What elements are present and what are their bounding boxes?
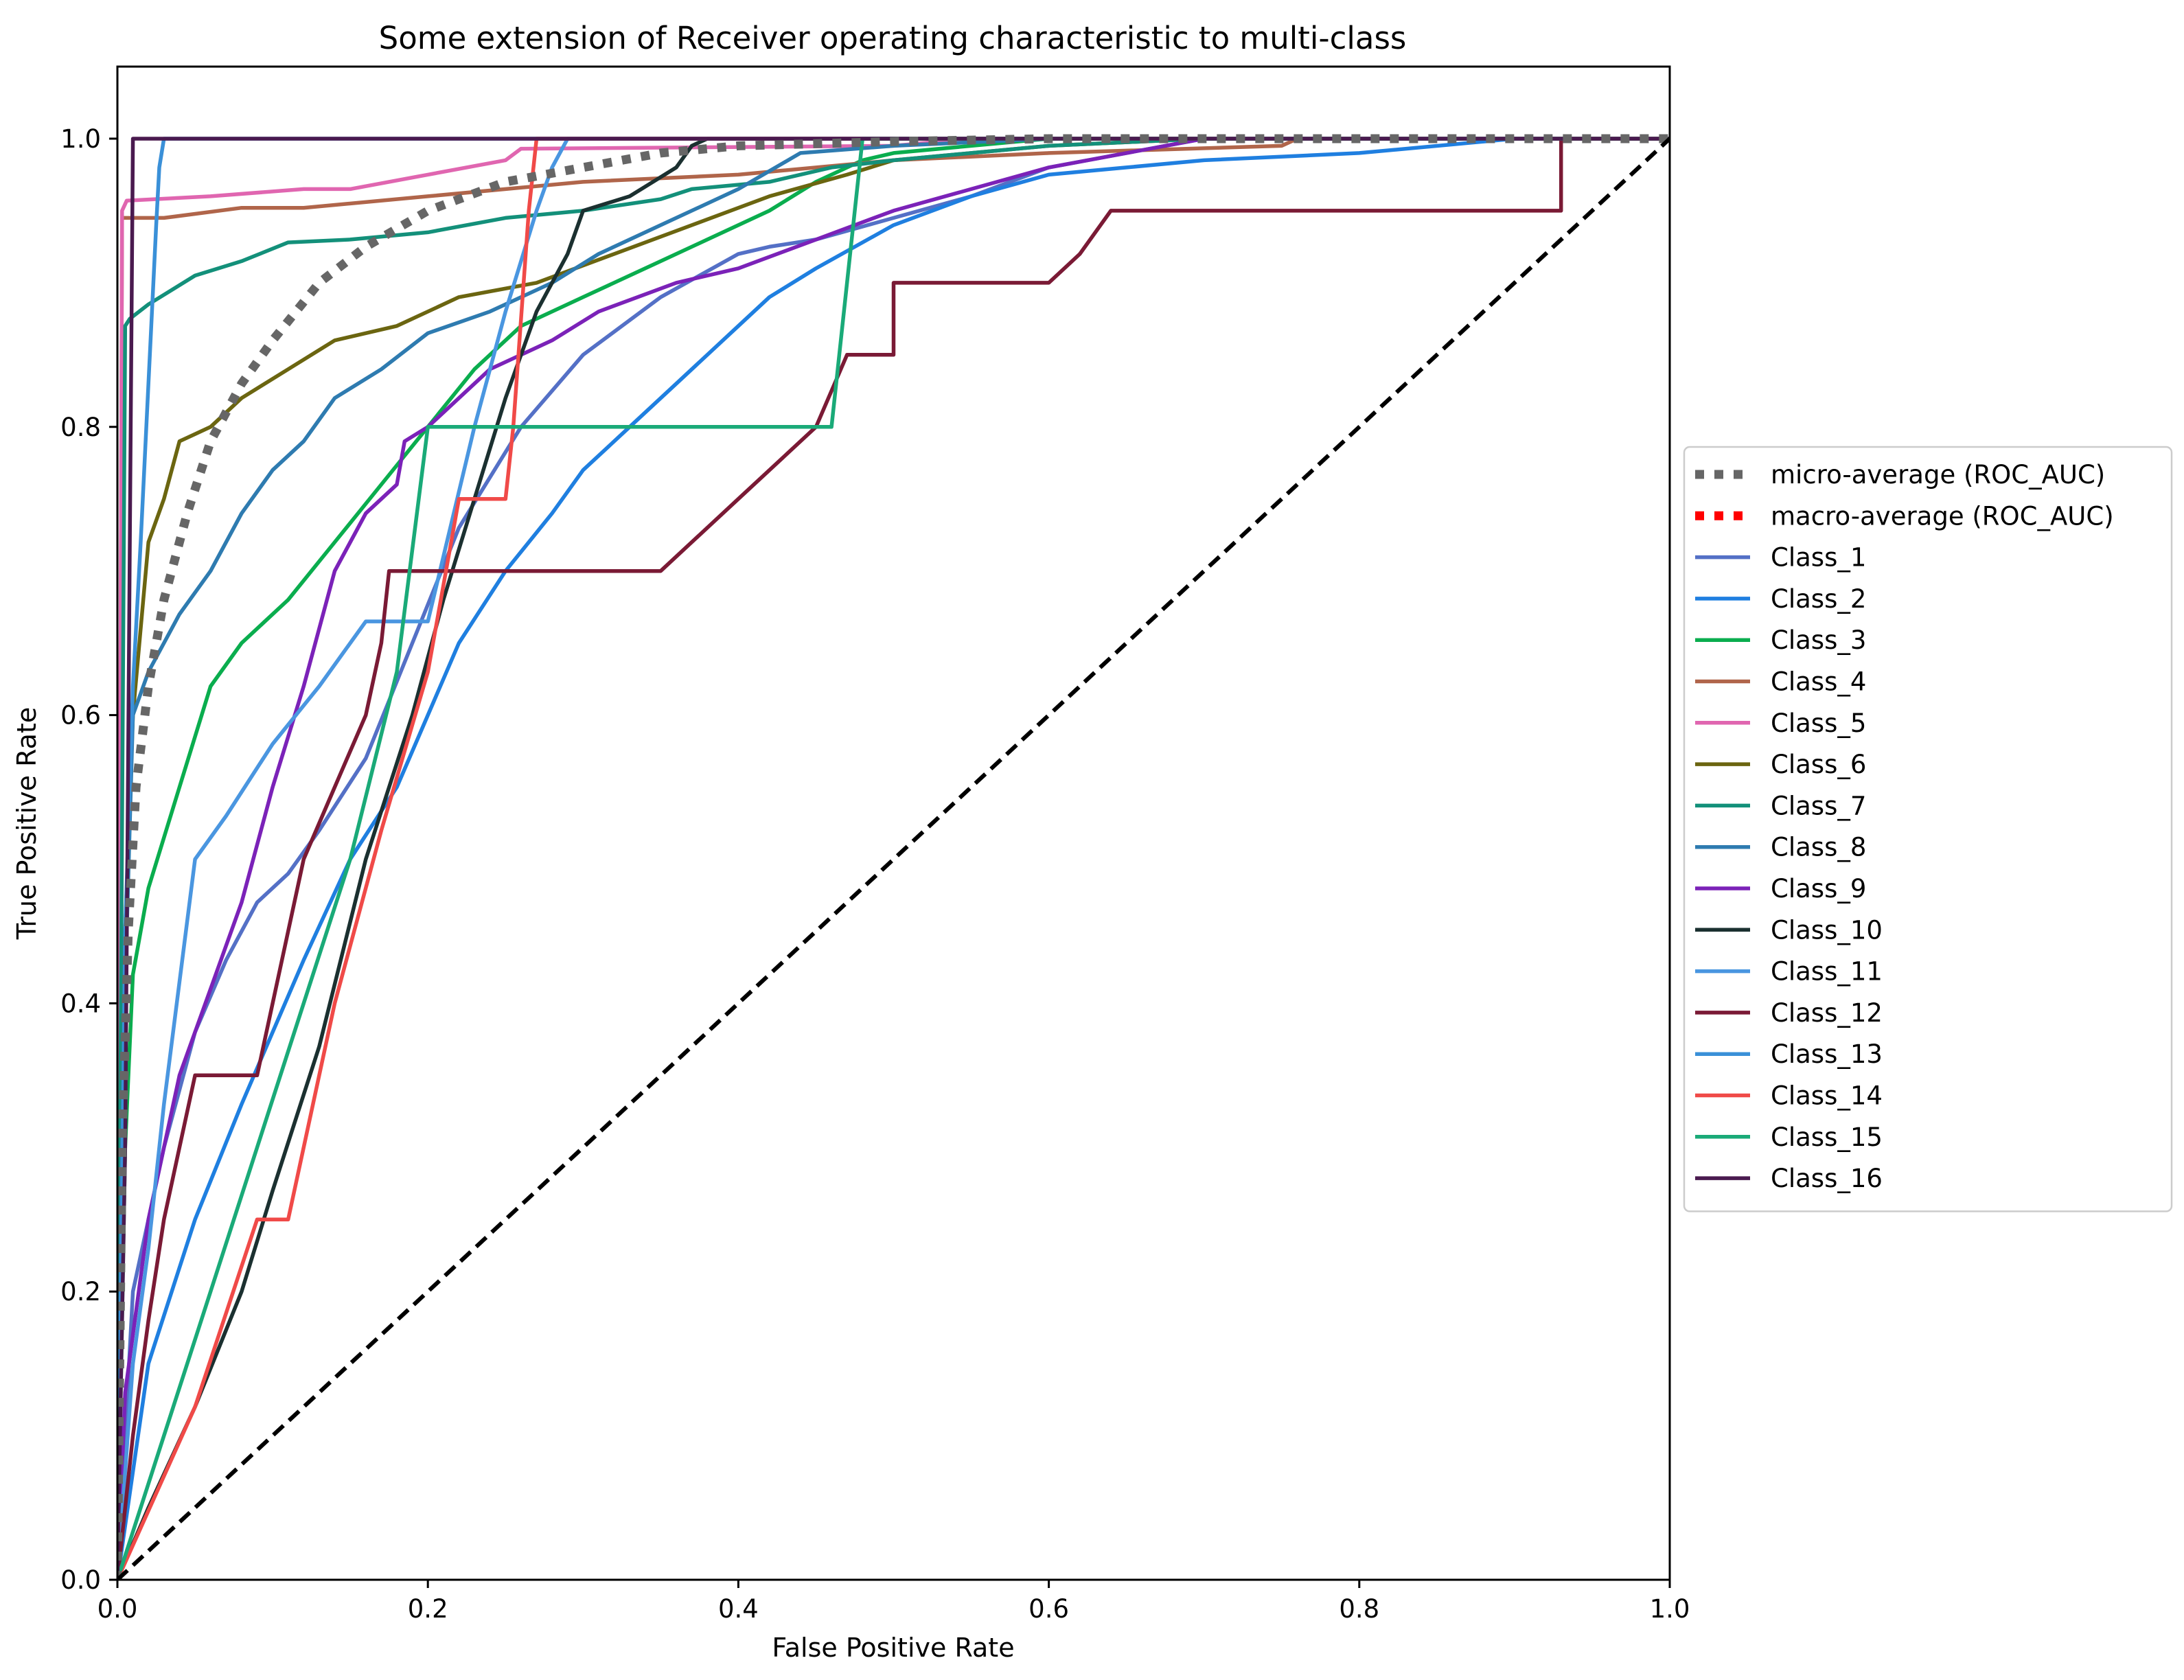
legend-label-class-1: Class_1 [1771,543,1866,573]
legend-frame [1683,446,2173,1212]
legend-label-class-16: Class_16 [1771,1164,1883,1193]
y-tick-label: 0.6 [60,701,101,730]
x-tick-label: 1.0 [1650,1594,1690,1624]
legend-label-class-11: Class_11 [1771,957,1883,987]
x-axis-label: False Positive Rate [772,1633,1014,1663]
y-tick-label: 0.8 [60,413,101,442]
legend-label-micro-average-roc-auc: micro-average (ROC_AUC) [1771,460,2105,490]
legend-label-class-5: Class_5 [1771,709,1866,738]
y-tick-label: 1.0 [60,124,101,154]
series-line-class-11 [117,137,1670,1580]
legend-label-class-7: Class_7 [1771,791,1866,820]
x-tick-label: 0.4 [718,1594,759,1624]
legend-label-macro-average-roc-auc: macro-average (ROC_AUC) [1771,501,2114,531]
legend-label-class-4: Class_4 [1771,667,1866,697]
legend-label-class-10: Class_10 [1771,915,1883,945]
series-line-chance [117,137,1670,1580]
chart-title: Some extension of Receiver operating cha… [379,20,1407,56]
plot-frame [116,65,1671,1581]
series-line-class-8 [117,137,1670,1580]
series-line-class-15 [117,137,1670,1580]
series-layer [117,134,1670,1580]
series-line-micro-average-roc-auc [117,134,1670,1580]
x-tick-label: 0.2 [408,1594,448,1624]
legend-label-class-3: Class_3 [1771,625,1866,655]
legend-label-class-6: Class_6 [1771,750,1866,779]
x-tick-label: 0.8 [1339,1594,1379,1624]
y-tick-label: 0.0 [60,1565,101,1595]
series-line-class-2 [117,137,1670,1580]
legend-label-class-12: Class_12 [1771,998,1883,1028]
y-tick-label: 0.2 [60,1277,101,1307]
legend-label-class-15: Class_15 [1771,1123,1883,1152]
axis-ticks: 0.0 0.2 0.4 0.6 0.8 1.0 0.0 0.2 0.4 0.6 0.8 1.0 [60,124,1690,1624]
y-axis-label: True Positive Rate [12,707,42,941]
y-tick-label: 0.4 [60,989,101,1018]
series-line-class-14 [117,137,1670,1580]
legend-label-class-2: Class_2 [1771,584,1866,614]
legend-label-class-9: Class_9 [1771,874,1866,904]
legend: micro-average (ROC_AUC) macro-average (RO… [1683,446,2173,1212]
legend-label-class-8: Class_8 [1771,833,1866,862]
x-tick-label: 0.0 [97,1594,138,1624]
x-tick-label: 0.6 [1028,1594,1069,1624]
legend-label-class-13: Class_13 [1771,1039,1883,1069]
legend-label-class-14: Class_14 [1771,1081,1883,1111]
series-line-class-12 [117,137,1670,1580]
